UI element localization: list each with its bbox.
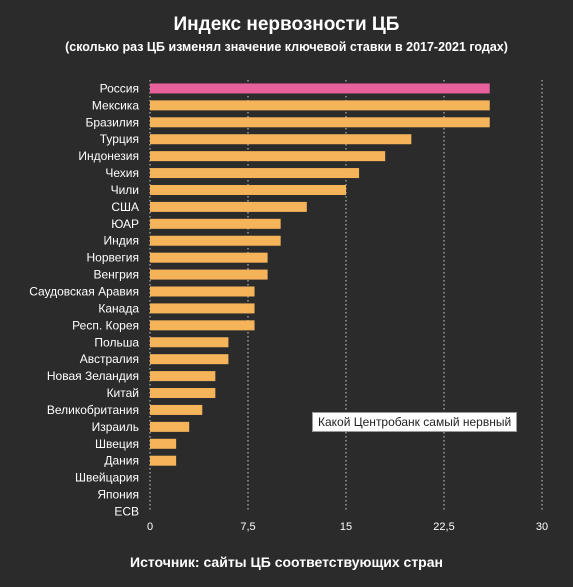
- category-label: Швейцария: [75, 471, 139, 485]
- bar: [150, 286, 255, 297]
- category-label: Великобритания: [47, 403, 139, 417]
- category-label: Индонезия: [78, 149, 139, 163]
- category-label: Канада: [98, 301, 139, 315]
- category-label: ЮАР: [111, 217, 139, 231]
- category-label: Китай: [107, 386, 139, 400]
- x-tick-label: 30: [536, 521, 548, 533]
- source-note: Источник: сайты ЦБ соответствующих стран: [130, 554, 443, 570]
- category-label: Дания: [104, 454, 139, 468]
- tooltip: Какой Центробанк самый нервный: [312, 412, 518, 432]
- x-tick-label: 7,5: [240, 521, 255, 533]
- bar: [150, 117, 490, 128]
- chart-title: Индекс нервозности ЦБ: [173, 14, 400, 35]
- bar: [150, 388, 216, 399]
- bar: [150, 201, 307, 212]
- bar: [150, 421, 190, 432]
- bar: [150, 235, 281, 246]
- bar: [150, 404, 203, 415]
- bar: [150, 438, 177, 449]
- bar: [150, 218, 281, 229]
- category-label: Бразилия: [86, 115, 140, 129]
- category-label: Швеция: [95, 437, 139, 451]
- bar: [150, 134, 412, 145]
- category-label: Норвегия: [86, 251, 139, 265]
- category-label: Новая Зеландия: [47, 369, 139, 383]
- bar: [150, 168, 360, 179]
- category-label: Чехия: [105, 166, 139, 180]
- category-label: ЕСВ: [114, 504, 139, 518]
- category-label: Польша: [94, 335, 139, 349]
- category-label: Австралия: [80, 352, 139, 366]
- bar: [150, 151, 386, 162]
- x-tick-label: 15: [340, 521, 352, 533]
- bar: [150, 303, 255, 314]
- category-label: Турция: [100, 132, 139, 146]
- bar: [150, 320, 255, 331]
- chart-subtitle: (сколько раз ЦБ изменял значение ключево…: [65, 40, 508, 54]
- category-label: Саудовская Аравия: [29, 285, 139, 299]
- category-label: Мексика: [92, 98, 139, 112]
- category-label: Россия: [100, 81, 139, 95]
- bar: [150, 100, 490, 111]
- bar: [150, 83, 490, 94]
- category-label: Чили: [111, 183, 139, 197]
- category-label: Венгрия: [93, 268, 139, 282]
- bar: [150, 269, 268, 280]
- category-label: США: [111, 200, 139, 214]
- bar: [150, 371, 216, 382]
- category-label: Индия: [104, 234, 139, 248]
- category-label: Респ. Корея: [72, 318, 139, 332]
- category-label: Израиль: [92, 420, 139, 434]
- category-label: Япония: [97, 488, 139, 502]
- bar: [150, 354, 229, 365]
- x-tick-label: 0: [147, 521, 153, 533]
- bar: [150, 184, 346, 195]
- bar: [150, 337, 229, 348]
- bar: [150, 455, 177, 466]
- x-tick-label: 22,5: [433, 521, 454, 533]
- bar: [150, 252, 268, 263]
